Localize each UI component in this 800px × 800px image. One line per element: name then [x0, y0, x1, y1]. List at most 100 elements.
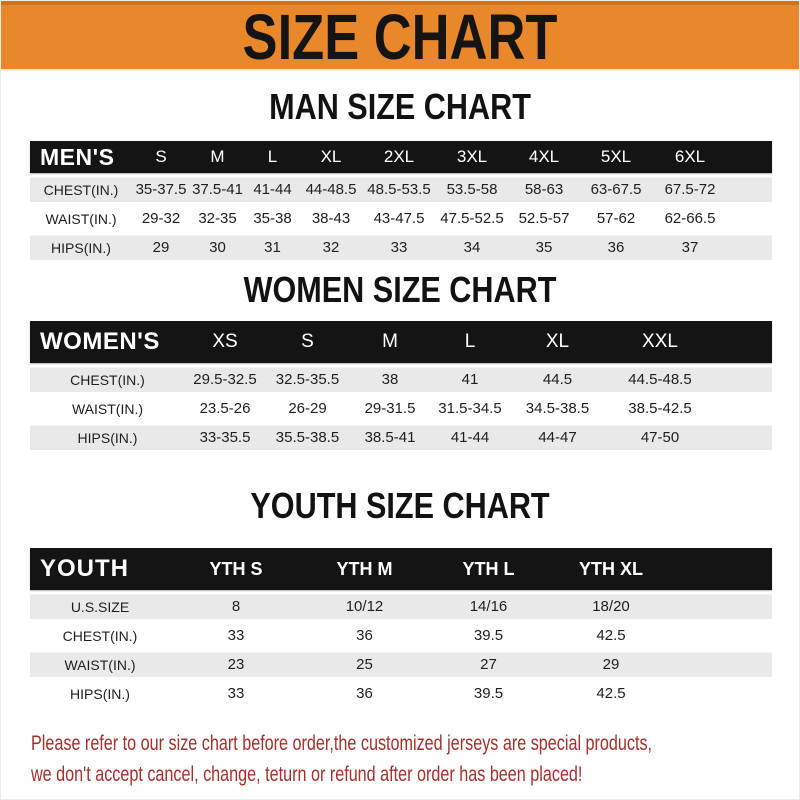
size-value-cell: 23	[227, 656, 245, 673]
size-value-cell: 37	[681, 239, 699, 256]
size-value-cell: 35.5-38.5	[275, 429, 340, 446]
size-chart-sections: MAN SIZE CHART MEN'S S M L XL 2XL 3XL 4XL 5XL 6XL C…	[1, 89, 799, 706]
size-value-cell: 18/20	[592, 598, 630, 615]
row-label: HIPS(IN.)	[77, 429, 138, 446]
size-value-cell: 57-62	[596, 210, 636, 227]
size-value-cell: 38-43	[311, 210, 351, 227]
size-value-cell: 32.5-35.5	[275, 371, 340, 388]
table-row: CHEST(IN.) 33 36 39.5 42.5	[30, 623, 772, 648]
column-header: 5XL	[600, 147, 632, 166]
size-table: YOUTH YTH S YTH M YTH L YTH XL U.S.SIZE 8 10/12…	[30, 548, 772, 706]
size-value-cell: 44-48.5	[305, 181, 357, 198]
section-title-text: WOMEN SIZE CHART	[243, 269, 557, 310]
size-value-cell: 39.5	[473, 627, 504, 644]
section-title: WOMEN SIZE CHART	[1, 272, 799, 308]
size-value-cell: 25	[356, 656, 373, 673]
column-header: S	[301, 331, 314, 352]
size-value-cell: 36	[356, 627, 373, 644]
size-value-cell: 34	[463, 239, 481, 256]
size-value-cell: 29	[152, 239, 170, 256]
size-value-cell: 10/12	[345, 598, 384, 615]
size-value-cell: 43-47.5	[373, 210, 425, 227]
column-header: 2XL	[383, 147, 415, 166]
size-value-cell: 41	[461, 371, 479, 388]
column-header: 3XL	[456, 147, 488, 166]
size-value-cell: 33	[390, 239, 408, 256]
section-title-text: MAN SIZE CHART	[269, 86, 531, 127]
column-header: XS	[212, 331, 238, 352]
size-value-cell: 52.5-57	[518, 210, 570, 227]
section-title: YOUTH SIZE CHART	[1, 488, 799, 524]
table-row: WAIST(IN.) 29-32 32-35 35-38 38-43 43-47.5 47.…	[30, 206, 772, 231]
column-header: XXL	[642, 331, 678, 352]
row-label: U.S.SIZE	[70, 598, 130, 615]
disclaimer-line-1: Please refer to our size chart before or…	[31, 732, 653, 755]
column-header: YTH L	[462, 558, 515, 579]
size-value-cell: 53.5-58	[446, 181, 498, 198]
size-value-cell: 41-44	[450, 429, 490, 446]
size-value-cell: 36	[356, 685, 373, 702]
row-label: CHEST(IN.)	[62, 627, 138, 644]
size-value-cell: 42.5	[596, 685, 626, 702]
column-header: XL	[545, 331, 570, 352]
table-row: CHEST(IN.) 29.5-32.5 32.5-35.5 38 41 44.5 44.5…	[30, 367, 772, 392]
section-title: MAN SIZE CHART	[1, 89, 799, 125]
size-value-cell: 31	[264, 239, 281, 256]
size-value-cell: 31.5-34.5	[438, 400, 502, 417]
size-value-cell: 44.5-48.5	[628, 371, 692, 388]
column-header: 4XL	[528, 147, 560, 166]
table-header-label: YOUTH	[40, 555, 129, 582]
table-header-label: MEN'S	[40, 143, 115, 170]
size-value-cell: 29.5-32.5	[193, 371, 257, 388]
table-header-row: WOMEN'S XS S M L XL XXL	[30, 321, 772, 363]
size-value-cell: 38.5-41	[364, 429, 416, 446]
size-value-cell: 47-50	[640, 429, 680, 446]
column-header: M	[210, 147, 225, 166]
size-value-cell: 37.5-41	[192, 181, 243, 198]
row-label: HIPS(IN.)	[51, 239, 111, 256]
size-value-cell: 39.5	[473, 685, 504, 702]
row-label: WAIST(IN.)	[64, 656, 136, 673]
row-label: WAIST(IN.)	[71, 400, 144, 417]
size-value-cell: 33	[227, 627, 245, 644]
table-row: HIPS(IN.) 33 36 39.5 42.5	[30, 681, 772, 706]
table-header-row: MEN'S S M L XL 2XL 3XL 4XL 5XL 6XL	[30, 141, 772, 173]
size-value-cell: 63-67.5	[590, 181, 642, 198]
table-row: U.S.SIZE 8 10/12 14/16 18/20	[30, 594, 772, 619]
size-value-cell: 62-66.5	[664, 210, 716, 227]
table-header-row: YOUTH YTH S YTH M YTH L YTH XL	[30, 548, 772, 590]
size-table: WOMEN'S XS S M L XL XXL CHEST(IN.) 29.5-32.5 32.5…	[30, 321, 772, 450]
row-label: CHEST(IN.)	[70, 371, 145, 388]
size-value-cell: 8	[231, 598, 241, 615]
disclaimer-line-2: we don't accept cancel, change, teturn o…	[31, 763, 583, 786]
size-value-cell: 30	[209, 239, 226, 256]
size-value-cell: 27	[480, 656, 497, 673]
row-label: CHEST(IN.)	[43, 181, 119, 198]
size-value-cell: 41-44	[253, 181, 292, 198]
size-table: MEN'S S M L XL 2XL 3XL 4XL 5XL 6XL CHEST(IN.) 35-37…	[30, 141, 772, 260]
disclaimer: Please refer to our size chart before or…	[31, 728, 799, 790]
size-value-cell: 33	[227, 685, 245, 702]
size-value-cell: 35-37.5	[135, 181, 187, 198]
size-value-cell: 14/16	[469, 598, 508, 615]
size-value-cell: 26-29	[288, 400, 327, 417]
size-chart-banner: SIZE CHART	[1, 1, 799, 71]
section-title-text: YOUTH SIZE CHART	[250, 485, 550, 526]
size-value-cell: 67.5-72	[664, 181, 716, 198]
size-value-cell: 36	[607, 239, 625, 256]
table-row: HIPS(IN.) 29 30 31 32 33 34 35 36 37	[30, 235, 772, 260]
size-value-cell: 58-63	[524, 181, 564, 198]
table-row: HIPS(IN.) 33-35.5 35.5-38.5 38.5-41 41-44 44-…	[30, 425, 772, 450]
banner-title: SIZE CHART	[242, 1, 558, 73]
size-value-cell: 23.5-26	[199, 400, 251, 417]
column-header: YTH XL	[578, 558, 643, 579]
table-row: CHEST(IN.) 35-37.5 37.5-41 41-44 44-48.5 48.5…	[30, 177, 772, 202]
row-label: HIPS(IN.)	[70, 685, 130, 702]
size-value-cell: 44-47	[538, 429, 577, 446]
size-value-cell: 34.5-38.5	[525, 400, 590, 417]
size-value-cell: 44.5	[542, 371, 573, 388]
row-label: WAIST(IN.)	[45, 210, 117, 227]
table-header-label: WOMEN'S	[40, 328, 160, 355]
column-header: XL	[320, 147, 342, 166]
